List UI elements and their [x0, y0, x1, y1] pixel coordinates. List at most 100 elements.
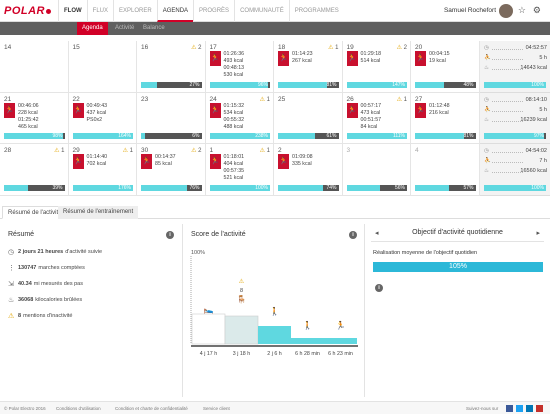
score-bar[interactable] [291, 338, 324, 344]
training-session[interactable]: 🏃 00:14:37 85 kcal [141, 154, 176, 169]
calendar-day[interactable]: 23 6% [137, 92, 206, 144]
calendar-day[interactable]: 22 🏃 00:49:43 437 kcal PS0x2 164% [68, 92, 137, 144]
score-bar[interactable] [324, 338, 357, 344]
youtube-icon[interactable] [536, 405, 543, 412]
training-session[interactable]: 🏃 01:14:23 267 kcal [278, 51, 313, 66]
training-session[interactable]: 🏃 00:46:06 228 kcal 01:25:42 465 kcal [4, 102, 39, 131]
clock-icon: ◷ [484, 148, 489, 154]
warning-icon: ⚠ [396, 45, 402, 51]
steps-icon: ⋮ [8, 265, 15, 272]
daily-goal-bar: 61% [278, 133, 339, 139]
tab-balance[interactable]: Balance [143, 25, 165, 31]
calendar-day[interactable]: 21 🏃 00:46:06 228 kcal 01:25:42 465 kcal 98% [0, 92, 69, 144]
summary-value: 8 [18, 313, 22, 319]
calendar-day[interactable]: 16 ⚠ 2 27% [137, 41, 206, 93]
day-number: 16 [141, 44, 149, 51]
star-icon[interactable]: ☆ [517, 5, 526, 15]
calendar-day[interactable]: 4 57% [411, 144, 480, 196]
inactivity-badge: ⚠ 2 [191, 148, 202, 154]
user-name[interactable]: Samuel Rochefort [443, 7, 496, 14]
week-time: ◷ 04:52:57 [484, 45, 547, 51]
calendar-day[interactable]: 15 [68, 41, 137, 93]
training-session[interactable]: 🏃 00:49:43 437 kcal PS0x2 [72, 102, 107, 124]
calendar-day[interactable]: 18 ⚠ 1 🏃 01:14:23 267 kcal 81% [274, 41, 343, 93]
training-session[interactable]: 🏃 01:15:32 534 kcal 00:55:32 488 kcal [209, 102, 245, 131]
session-value: 84 kcal [360, 123, 378, 130]
session-value: 01:25:42 [18, 116, 39, 123]
calendar-day[interactable]: 3 56% [342, 144, 411, 196]
info-icon[interactable]: i [349, 231, 357, 239]
calendar-day[interactable]: 2 🏃 01:09:08 335 kcal 74% [274, 144, 343, 196]
clock-icon: ◷ [484, 96, 489, 103]
training-session[interactable]: 🏃 00:57:17 473 kcal 00:51:57 84 kcal [346, 102, 381, 131]
session-value: 01:15:32 [223, 102, 245, 109]
calendar-day[interactable]: 28 ⚠ 1 39% [0, 144, 69, 196]
flame-icon: ♨ [484, 168, 489, 174]
twitter-icon[interactable] [516, 405, 523, 412]
training-session[interactable]: 🏃 01:26:36 493 kcal 00:48:13 530 kcal [209, 51, 244, 79]
tab-agenda[interactable]: Agenda [77, 22, 108, 35]
calendar-day[interactable]: 26 ⚠ 1 🏃 00:57:17 473 kcal 00:51:57 84 kcal 111… [342, 92, 411, 144]
tab-training-summary[interactable]: Résumé de l'entraînement [58, 206, 139, 219]
session-value: 00:46:06 [18, 102, 39, 109]
next-arrow-icon[interactable]: ▸ [536, 230, 540, 237]
training-session[interactable]: 🏃 01:09:08 335 kcal [278, 154, 313, 169]
summary-row: ⇲ 40.34 mi mesurés des pas [8, 280, 83, 288]
score-bar[interactable] [224, 315, 259, 345]
nav-item-explorer[interactable]: EXPLORER [113, 0, 157, 22]
calendar-day[interactable]: 17 🏃 01:26:36 493 kcal 00:48:13 530 kcal 96% [205, 41, 274, 93]
progress-label: 48% [463, 81, 474, 88]
avatar[interactable] [499, 4, 513, 18]
score-bar[interactable] [258, 326, 291, 344]
warning-icon: ⚠ [122, 148, 128, 154]
training-session[interactable]: 🏃 00:04:15 19 kcal [415, 51, 450, 66]
nav-item-flux[interactable]: FLUX [86, 0, 113, 22]
session-value: 465 kcal [18, 123, 38, 130]
summary-text: d'activité suivie [65, 249, 103, 255]
calendar-day[interactable]: 25 61% [274, 92, 343, 144]
gear-icon[interactable]: ⚙ [532, 5, 541, 15]
daily-goal-bar: 56% [346, 184, 407, 191]
nav-item-programmes[interactable]: PROGRAMMES [288, 0, 344, 22]
day-number: 14 [4, 44, 12, 51]
training-session[interactable]: 🏃 01:29:18 514 kcal [346, 51, 381, 66]
footer-link-privacy[interactable]: Condition et charte de confidentialité [115, 406, 188, 411]
linkedin-icon[interactable] [526, 405, 533, 412]
footer-link-terms[interactable]: Conditions d'utilisation [56, 406, 101, 411]
training-session[interactable]: 🏃 01:14:40 702 kcal [72, 154, 107, 169]
score-bar[interactable] [191, 313, 226, 345]
daily-goal-bar: 176% [72, 184, 133, 191]
polar-logo[interactable]: POLAR [4, 5, 51, 17]
calendar-day[interactable]: 29 ⚠ 1 🏃 01:14:40 702 kcal 176% [68, 144, 137, 196]
nav-item-flow[interactable]: FLOW [58, 0, 87, 22]
warning-icon: ⚠ [396, 96, 402, 103]
calendar-day[interactable]: 20 🏃 00:04:15 19 kcal 48% [411, 41, 480, 93]
summary-tabs: Résumé de l'activité Résumé de l'entraîn… [0, 206, 550, 219]
session-value: 267 kcal [292, 58, 312, 64]
calendar-day[interactable]: 30 ⚠ 2 🏃 00:14:37 85 kcal 76% [137, 144, 206, 196]
training-session[interactable]: 🏃 01:18:01 404 kcal 00:57:35 521 kcal [209, 154, 245, 182]
inactivity-badge: ⚠ 1 [259, 148, 270, 154]
goal-avg-label: Réalisation moyenne de l'objectif quotid… [373, 250, 478, 256]
calendar-day[interactable]: 24 ⚠ 1 🏃 01:15:32 534 kcal 00:55:32 488 kcal 23… [205, 92, 274, 144]
run-icon: 🏃 [72, 154, 84, 169]
calendar-day[interactable]: 27 🏃 01:12:48 216 kcal 81% [411, 92, 480, 144]
info-icon[interactable]: i [375, 284, 383, 292]
calendar-day[interactable]: 19 ⚠ 2 🏃 01:29:18 514 kcal 147% [342, 41, 411, 93]
nav-item-progrès[interactable]: PROGRÈS [193, 0, 234, 22]
session-value: 01:09:08 [292, 154, 313, 160]
training-session[interactable]: 🏃 01:12:48 216 kcal [415, 102, 450, 118]
progress-label: 57% [463, 184, 474, 191]
footer-link-support[interactable]: Service client [203, 406, 230, 411]
calendar-day[interactable]: 14 [0, 41, 69, 93]
nav-item-agenda[interactable]: AGENDA [156, 0, 194, 22]
facebook-icon[interactable] [506, 405, 513, 412]
calendar-day[interactable]: 1 ⚠ 1 🏃 01:18:01 404 kcal 00:57:35 521 kcal 100… [205, 144, 274, 196]
x-tick-label: 2 j 6 h [267, 351, 281, 357]
session-value: 00:57:35 [223, 168, 245, 174]
session-value: 01:18:01 [223, 154, 245, 160]
prev-arrow-icon[interactable]: ◂ [375, 230, 379, 237]
info-icon[interactable]: i [166, 231, 174, 239]
tab-activite[interactable]: Activité [115, 25, 135, 31]
nav-item-communauté[interactable]: COMMUNAUTÉ [234, 0, 289, 22]
